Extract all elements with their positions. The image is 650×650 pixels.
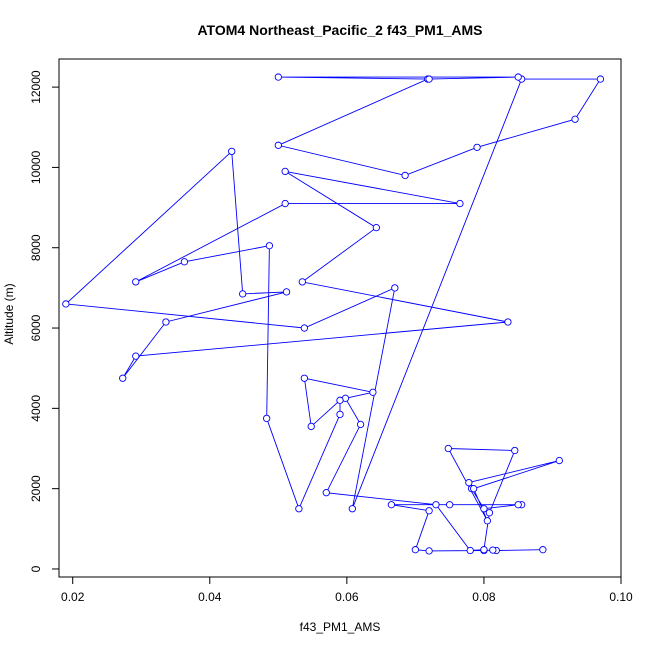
data-point [456, 199, 464, 208]
data-point [466, 546, 474, 555]
data-point [300, 324, 309, 332]
data-point [119, 374, 127, 382]
data-point [480, 546, 488, 554]
data-point [274, 141, 282, 149]
x-axis-label: f43_PM1_AMS [300, 620, 381, 634]
data-point [480, 505, 488, 513]
data-point [132, 352, 140, 360]
data-point [307, 422, 315, 431]
x-tick-label: 0.10 [609, 590, 633, 604]
data-point [322, 489, 330, 497]
data-point [425, 75, 433, 83]
data-point [132, 278, 140, 286]
data-point [411, 546, 420, 554]
data-point [483, 517, 492, 525]
series-layer [62, 73, 605, 555]
data-point [489, 546, 497, 554]
data-point [432, 501, 440, 509]
data-point [372, 224, 380, 232]
data-point [555, 456, 563, 465]
data-point [274, 73, 282, 81]
data-point [401, 171, 409, 180]
y-tick-label: 8000 [29, 234, 43, 261]
data-point [356, 420, 365, 429]
data-point [571, 115, 579, 123]
data-point [514, 501, 522, 509]
data-point [336, 396, 344, 404]
x-axis: 0.02 0.04 0.06 0.08 0.10 [61, 576, 633, 604]
x-tick-label: 0.04 [198, 590, 222, 604]
data-point [485, 509, 494, 517]
data-point [62, 300, 70, 308]
data-point [282, 288, 291, 296]
data-point [265, 242, 274, 250]
y-tick-label: 6000 [29, 314, 43, 341]
x-tick-label: 0.08 [472, 590, 496, 604]
data-point [444, 444, 452, 453]
data-point [281, 167, 289, 176]
data-point [228, 147, 236, 156]
y-tick-label: 0 [29, 565, 43, 572]
data-point [263, 414, 271, 423]
data-point [514, 73, 522, 81]
y-axis-label: Altitude (m) [2, 283, 16, 344]
data-point [391, 284, 399, 292]
data-point [239, 290, 247, 298]
data-point [504, 318, 512, 326]
data-point [465, 478, 473, 487]
data-point [300, 374, 309, 382]
data-point [596, 75, 605, 83]
data-point [469, 485, 478, 493]
data-point [425, 507, 433, 515]
x-tick-label: 0.06 [335, 590, 359, 604]
chart-title: ATOM4 Northeast_Pacific_2 f43_PM1_AMS [197, 22, 482, 38]
data-point [298, 278, 306, 286]
data-point [473, 143, 481, 151]
data-point [425, 547, 433, 555]
x-tick-label: 0.02 [61, 590, 85, 604]
data-point [539, 546, 547, 554]
data-point [511, 446, 519, 455]
y-tick-label: 2000 [29, 475, 43, 502]
data-point [348, 505, 356, 513]
y-axis: 0 2000 4000 6000 8000 10000 12000 [29, 70, 60, 572]
data-point [180, 258, 189, 266]
y-tick-label: 12000 [29, 70, 43, 104]
data-point [162, 318, 170, 326]
data-point [369, 388, 377, 396]
data-point [446, 501, 454, 509]
data-point [281, 199, 289, 208]
data-point [336, 410, 344, 419]
data-point [295, 505, 303, 513]
y-tick-label: 10000 [29, 150, 43, 184]
y-tick-label: 4000 [29, 395, 43, 422]
data-point [387, 501, 396, 509]
series-line [64, 76, 602, 552]
